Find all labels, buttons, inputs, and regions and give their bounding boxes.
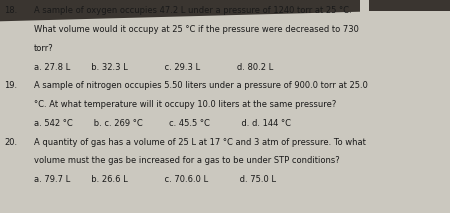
Text: 20.: 20.: [4, 138, 18, 147]
Text: 18.: 18.: [4, 6, 18, 15]
Text: torr?: torr?: [34, 44, 54, 53]
Polygon shape: [0, 0, 360, 21]
Text: What volume would it occupy at 25 °C if the pressure were decreased to 730: What volume would it occupy at 25 °C if …: [34, 25, 359, 34]
Text: °C. At what temperature will it occupy 10.0 liters at the same pressure?: °C. At what temperature will it occupy 1…: [34, 100, 336, 109]
Text: volume must the gas be increased for a gas to be under STP conditions?: volume must the gas be increased for a g…: [34, 156, 339, 165]
Text: a. 27.8 L        b. 32.3 L              c. 29.3 L              d. 80.2 L: a. 27.8 L b. 32.3 L c. 29.3 L d. 80.2 L: [34, 63, 273, 72]
Text: A sample of nitrogen occupies 5.50 liters under a pressure of 900.0 torr at 25.0: A sample of nitrogen occupies 5.50 liter…: [34, 81, 368, 90]
Text: 19.: 19.: [4, 81, 18, 90]
Text: A quantity of gas has a volume of 25 L at 17 °C and 3 atm of pressure. To what: A quantity of gas has a volume of 25 L a…: [34, 138, 365, 147]
Text: a. 79.7 L        b. 26.6 L              c. 70.6.0 L            d. 75.0 L: a. 79.7 L b. 26.6 L c. 70.6.0 L d. 75.0 …: [34, 175, 276, 184]
Text: a. 542 °C        b. c. 269 °C          c. 45.5 °C            d. d. 144 °C: a. 542 °C b. c. 269 °C c. 45.5 °C d. d. …: [34, 119, 291, 128]
Text: A sample of oxygen occupies 47.2 L under a pressure of 1240 torr at 25 °C.: A sample of oxygen occupies 47.2 L under…: [34, 6, 351, 15]
Polygon shape: [369, 0, 450, 11]
